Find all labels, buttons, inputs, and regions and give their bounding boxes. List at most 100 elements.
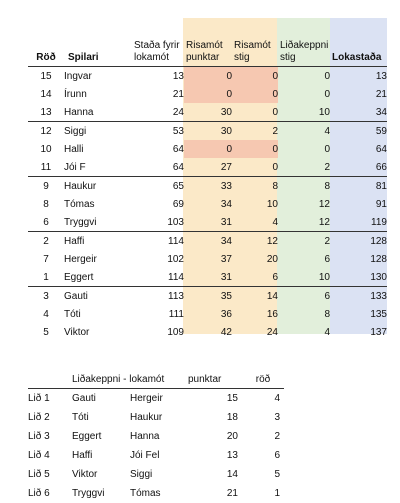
team-player1-cell: Tryggvi — [72, 488, 105, 499]
table-row: 5 Viktor 109 42 24 4 137 — [28, 323, 387, 341]
team-player2-cell: Siggi — [130, 469, 153, 480]
team-stig-cell: 6 — [324, 253, 330, 265]
team-name-cell: Lið 6 — [28, 488, 50, 499]
team-stig-cell: 12 — [318, 198, 330, 210]
team-name-cell: Lið 3 — [28, 431, 50, 442]
big-stig-cell: 6 — [272, 271, 278, 283]
big-stig-cell: 14 — [232, 286, 278, 305]
table-row: 15 Ingvar 13 0 0 0 13 — [28, 66, 387, 85]
rank-cell: 5 — [43, 326, 49, 338]
header-team-stig: Liðakeppni stig — [278, 18, 330, 67]
team-player1-cell: Eggert — [72, 431, 102, 442]
before-cell: 103 — [167, 216, 184, 228]
big-stig-cell: 0 — [232, 66, 278, 85]
team-player1-cell: Viktor — [72, 469, 98, 480]
player-cell: Ingvar — [64, 70, 92, 82]
team-points-cell: 18 — [226, 412, 238, 423]
team-stig-cell: 2 — [324, 161, 330, 173]
rank-cell: 8 — [43, 198, 49, 210]
team-stig-cell: 0 — [324, 70, 330, 82]
team-player2-cell: Hanna — [130, 431, 160, 442]
team-player2-cell: Jói Fel — [130, 450, 160, 461]
player-cell: Halli — [64, 143, 84, 155]
player-cell: Viktor — [64, 326, 90, 338]
team-header-rank: röð — [242, 370, 284, 389]
team-rank-cell: 2 — [274, 431, 280, 442]
team-stig-cell: 10 — [318, 106, 330, 118]
big-stig-cell: 8 — [232, 176, 278, 195]
player-cell: Tómas — [64, 198, 95, 210]
before-cell: 113 — [134, 286, 184, 305]
rank-cell: 14 — [40, 88, 52, 100]
team-stig-cell: 8 — [324, 308, 330, 320]
final-cell: 128 — [370, 253, 387, 265]
final-cell: 21 — [375, 88, 387, 100]
big-points-cell: 34 — [220, 198, 232, 210]
team-player2-cell: Haukur — [130, 412, 163, 423]
header-rank: Röð — [28, 18, 64, 67]
team-player2-cell: Tómas — [130, 488, 161, 499]
before-cell: 53 — [134, 121, 184, 140]
team-row: Lið 2 Tóti Haukur 18 3 — [28, 408, 284, 427]
big-points-cell: 30 — [184, 121, 232, 140]
header-big-points: Risamót punktar — [184, 18, 232, 67]
table-row: 2 Haffi 114 34 12 2 128 — [28, 231, 387, 250]
team-stig-cell: 10 — [318, 271, 330, 283]
final-cell: 119 — [371, 216, 387, 228]
team-points-cell: 20 — [226, 431, 238, 442]
final-cell: 130 — [370, 271, 387, 283]
table-row: 3 Gauti 113 35 14 6 133 — [28, 286, 387, 305]
table-row: 9 Haukur 65 33 8 8 81 — [28, 176, 387, 195]
team-stig-cell: 8 — [278, 176, 330, 195]
big-stig-cell: 0 — [232, 140, 278, 158]
rank-cell: 12 — [28, 121, 64, 140]
final-cell: 91 — [375, 198, 387, 210]
before-cell: 111 — [168, 308, 184, 320]
team-stig-cell: 2 — [278, 231, 330, 250]
rank-cell: 11 — [40, 161, 52, 173]
player-cell: Jói F — [64, 161, 86, 173]
rank-cell: 10 — [40, 143, 52, 155]
before-cell: 69 — [172, 198, 184, 210]
rank-cell: 13 — [40, 106, 52, 118]
header-big-stig: Risamót stig — [232, 18, 278, 67]
player-cell: Haffi — [64, 231, 134, 250]
big-points-cell: 27 — [220, 161, 232, 173]
table-row: 10 Halli 64 0 0 0 64 — [28, 140, 387, 158]
team-rank-cell: 6 — [274, 450, 280, 461]
final-cell: 133 — [330, 286, 387, 305]
big-points-cell: 34 — [184, 231, 232, 250]
team-row: Lið 5 Viktor Siggi 14 5 — [28, 465, 284, 484]
final-cell: 81 — [330, 176, 387, 195]
table-row: 4 Tóti 111 36 16 8 135 — [28, 305, 387, 323]
table-row: 7 Hergeir 102 37 20 6 128 — [28, 250, 387, 268]
rank-cell: 4 — [43, 308, 49, 320]
rank-cell: 3 — [28, 286, 64, 305]
header-player: Spilari — [64, 18, 134, 67]
big-points-cell: 42 — [220, 326, 232, 338]
rank-cell: 1 — [43, 271, 49, 283]
big-points-cell: 0 — [184, 66, 232, 85]
team-stig-cell: 12 — [318, 216, 330, 228]
team-header-title: Liðakeppni - lokamót — [72, 370, 188, 389]
standings-table: Röð Spilari Staða fyrir lokamót Risamót … — [28, 18, 387, 341]
team-row: Lið 1 Gauti Hergeir 15 4 — [28, 389, 284, 409]
team-row: Lið 6 Tryggvi Tómas 21 1 — [28, 484, 284, 503]
rank-cell: 6 — [43, 216, 49, 228]
player-cell: Eggert — [64, 271, 94, 283]
rank-cell: 7 — [43, 253, 49, 265]
big-stig-cell: 0 — [232, 85, 278, 103]
final-cell: 64 — [375, 143, 387, 155]
player-cell: Tóti — [64, 308, 81, 320]
before-cell: 102 — [167, 253, 184, 265]
big-points-cell: 0 — [184, 85, 232, 103]
table-row: 12 Siggi 53 30 2 4 59 — [28, 121, 387, 140]
rank-cell: 15 — [40, 70, 52, 82]
player-cell: Haukur — [64, 176, 134, 195]
big-points-cell: 37 — [220, 253, 232, 265]
team-points-cell: 21 — [226, 488, 238, 499]
player-cell: Tryggvi — [64, 216, 97, 228]
team-row: Lið 4 Haffi Jói Fel 13 6 — [28, 446, 284, 465]
player-cell: Írunn — [64, 88, 87, 100]
big-stig-cell: 24 — [266, 326, 278, 338]
